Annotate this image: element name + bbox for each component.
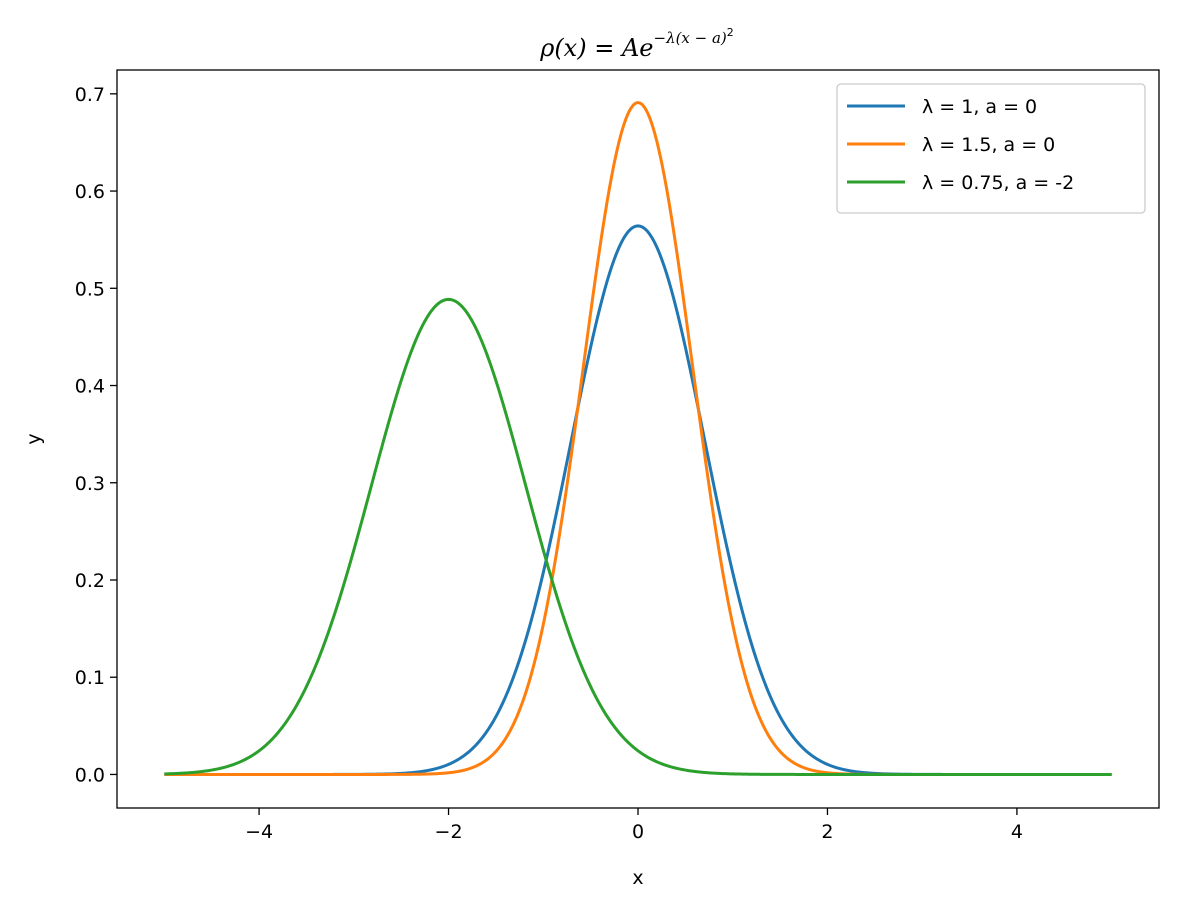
y-tick-label: 0.0: [75, 764, 105, 786]
x-axis-ticks: −4 −2 0 2 4: [245, 808, 1023, 843]
title-lhs: ρ(x): [539, 34, 586, 62]
legend-label-1: λ = 1, a = 0: [922, 96, 1037, 118]
y-tick-label: 0.6: [75, 181, 105, 203]
legend-label-3: λ = 0.75, a = -2: [922, 172, 1074, 194]
y-axis-ticks: 0.0 0.1 0.2 0.3 0.4 0.5 0.6 0.7: [75, 84, 117, 786]
title-base: Ae: [620, 34, 654, 62]
title-exponent-power: 2: [727, 26, 734, 39]
legend-box: [836, 83, 1146, 214]
x-tick-label: 0: [632, 821, 644, 843]
series-line-3: [164, 297, 1112, 776]
x-tick-label: −4: [245, 821, 273, 843]
y-tick-label: 0.5: [75, 278, 105, 300]
y-tick-label: 0.4: [75, 376, 105, 398]
chart-title: ρ(x) = Ae−λ(x − a)2: [539, 26, 734, 62]
title-equals: =: [587, 34, 622, 62]
series-layer: [164, 101, 1112, 776]
x-axis-label: x: [632, 867, 643, 889]
y-tick-label: 0.1: [75, 667, 105, 689]
legend: λ = 1, a = 0 λ = 1.5, a = 0 λ = 0.75, a = …: [836, 83, 1146, 214]
series-line-1: [164, 224, 1112, 776]
y-tick-label: 0.7: [75, 84, 105, 106]
y-axis-label: y: [23, 433, 45, 444]
y-tick-label: 0.2: [75, 570, 105, 592]
y-tick-label: 0.3: [75, 473, 105, 495]
x-tick-label: −2: [435, 821, 463, 843]
x-tick-label: 2: [821, 821, 833, 843]
legend-label-2: λ = 1.5, a = 0: [922, 134, 1055, 156]
x-tick-label: 4: [1011, 821, 1023, 843]
title-exponent: −λ(x − a): [654, 29, 727, 47]
